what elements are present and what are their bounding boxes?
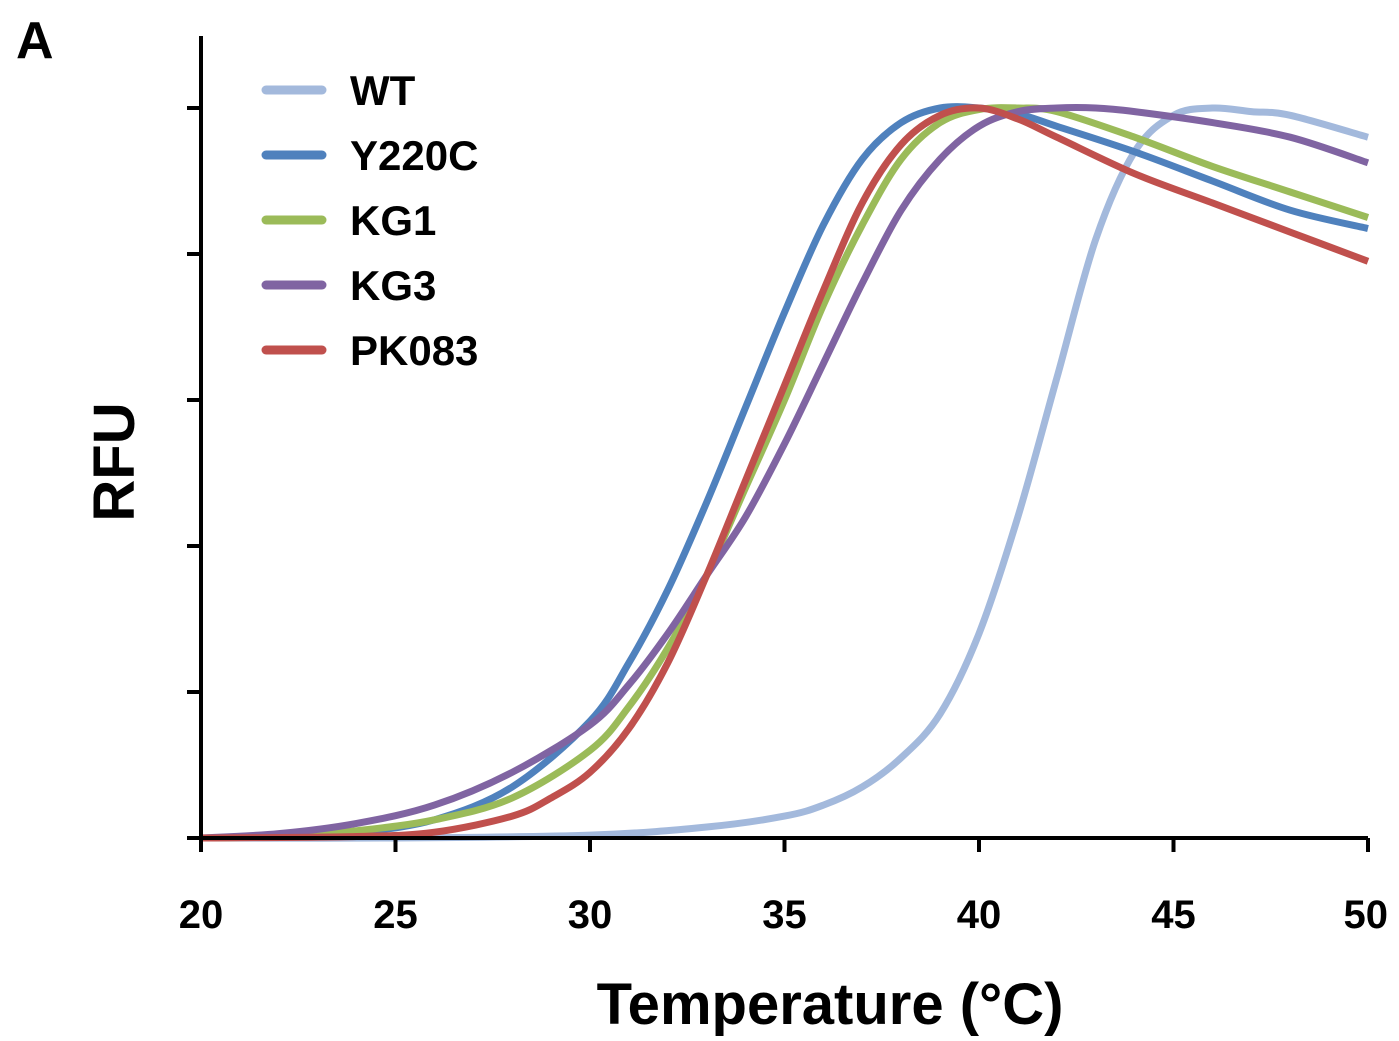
x-tick-label: 20 [179, 893, 224, 937]
x-tick-label: 35 [762, 893, 807, 937]
x-tick-label: 25 [373, 893, 418, 937]
legend-label-kg1: KG1 [350, 197, 436, 244]
x-tick-label: 45 [1151, 893, 1196, 937]
series-line-pk083 [200, 104, 1370, 842]
legend: WT Y220C KG1 KG3 PK083 [261, 67, 478, 374]
x-tick-label: 40 [957, 893, 1002, 937]
legend-label-pk083: PK083 [350, 327, 478, 374]
legend-label-kg3: KG3 [350, 262, 436, 309]
series-line-wt [200, 104, 1369, 842]
x-tick-label: 30 [568, 893, 613, 937]
legend-label-y220c: Y220C [350, 132, 478, 179]
series-layer [200, 103, 1370, 842]
y-axis-ticks [187, 106, 201, 840]
panel-label: A [16, 12, 54, 70]
series-line-kg1 [200, 104, 1370, 842]
y-axis-title: RFU [82, 402, 147, 521]
plot-area: 20 25 30 35 40 45 50 [179, 36, 1388, 937]
x-axis-title: Temperature (°C) [597, 972, 1064, 1037]
x-tick-label: 50 [1344, 893, 1389, 937]
x-axis-ticks: 20 25 30 35 40 45 50 [179, 838, 1388, 937]
series-line-y220c [200, 103, 1369, 842]
legend-label-wt: WT [350, 67, 416, 114]
series-line-kg3 [200, 104, 1370, 842]
